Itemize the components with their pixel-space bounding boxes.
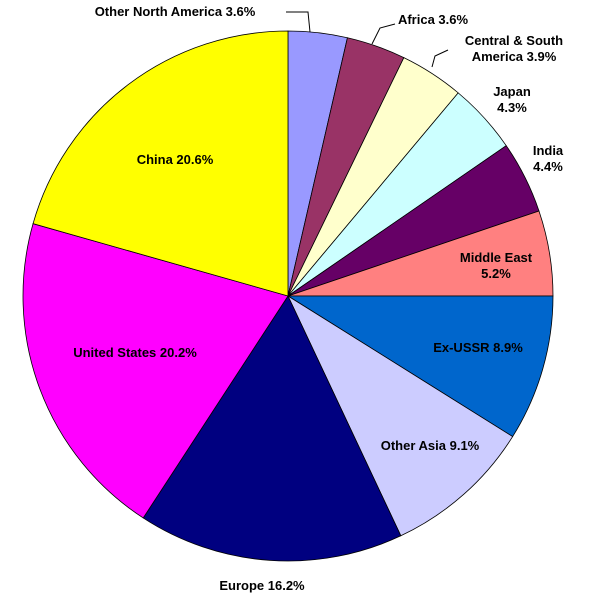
slice-china xyxy=(32,30,289,297)
label-africa: Africa 3.6% xyxy=(398,12,469,27)
label-middle-east: Middle East 5.2% xyxy=(460,250,533,281)
label-central-south-america: Central & South America 3.9% xyxy=(465,33,563,64)
leader-line-africa xyxy=(371,23,396,45)
label-other-asia: Other Asia 9.1% xyxy=(381,438,480,453)
label-other-north-america: Other North America 3.6% xyxy=(95,4,256,19)
slice-europe xyxy=(142,295,402,562)
leader-line-central-south-america xyxy=(431,49,449,68)
slice-labels: Other North America 3.6% Africa 3.6% Centr… xyxy=(73,4,564,593)
label-japan: Japan 4.3% xyxy=(493,84,531,115)
leader-lines xyxy=(286,11,449,68)
label-china: China 20.6% xyxy=(137,152,214,167)
label-india: India 4.4% xyxy=(533,143,564,174)
pie-slices xyxy=(22,30,554,562)
label-ex-ussr: Ex-USSR 8.9% xyxy=(433,340,523,355)
label-europe: Europe 16.2% xyxy=(219,578,305,593)
label-united-states: United States 20.2% xyxy=(73,345,197,360)
slice-ex-ussr xyxy=(286,295,554,438)
slice-other-asia xyxy=(287,294,514,537)
slice-united-states xyxy=(22,223,289,519)
leader-line-other-north-america xyxy=(286,11,311,33)
